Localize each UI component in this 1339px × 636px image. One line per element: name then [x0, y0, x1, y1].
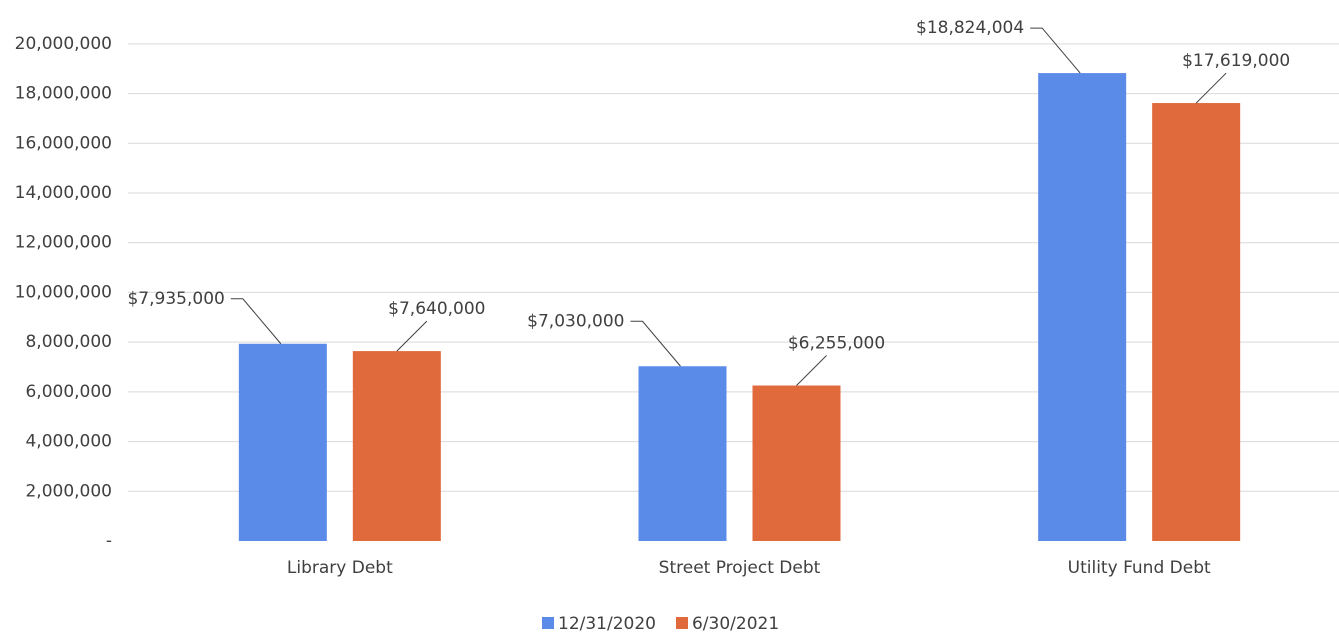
legend-label: 12/31/2020 — [558, 614, 656, 634]
legend-swatch — [675, 617, 688, 629]
leader-line — [1030, 27, 1081, 74]
y-tick-label: 2,000,000 — [25, 481, 112, 501]
legend-swatch — [542, 617, 554, 629]
y-tick-label: 10,000,000 — [15, 282, 112, 302]
y-tick-label: 18,000,000 — [15, 84, 112, 104]
bar — [1152, 103, 1241, 542]
y-tick-label: 4,000,000 — [25, 432, 112, 452]
y-tick-label: 8,000,000 — [25, 332, 112, 352]
y-tick-label: 20,000,000 — [15, 34, 112, 54]
bar — [352, 351, 441, 541]
leader-line — [396, 320, 428, 352]
leader-line — [796, 355, 827, 386]
leader-line — [1195, 72, 1227, 104]
bar — [638, 366, 727, 541]
y-tick-label: 6,000,000 — [25, 382, 112, 402]
leader-line — [630, 320, 681, 367]
data-label: $6,255,000 — [788, 334, 885, 354]
bar — [238, 343, 327, 541]
x-tick-label: Utility Fund Debt — [1068, 558, 1211, 578]
y-tick-label: 14,000,000 — [15, 183, 112, 203]
data-label: $7,935,000 — [127, 289, 224, 309]
x-tick-label: Street Project Debt — [659, 558, 821, 578]
x-tick-label: Library Debt — [287, 558, 393, 578]
data-label: $17,619,000 — [1182, 51, 1290, 71]
bar — [752, 385, 841, 541]
data-label: $18,824,004 — [916, 18, 1024, 38]
data-label: $7,640,000 — [388, 299, 485, 319]
y-tick-label: 12,000,000 — [15, 233, 112, 253]
y-tick-label: - — [106, 531, 112, 551]
y-tick-label: 16,000,000 — [15, 133, 112, 153]
data-label: $7,030,000 — [527, 311, 624, 331]
leader-line — [230, 298, 282, 345]
bar — [1038, 73, 1127, 541]
legend-label: 6/30/2021 — [692, 614, 779, 634]
